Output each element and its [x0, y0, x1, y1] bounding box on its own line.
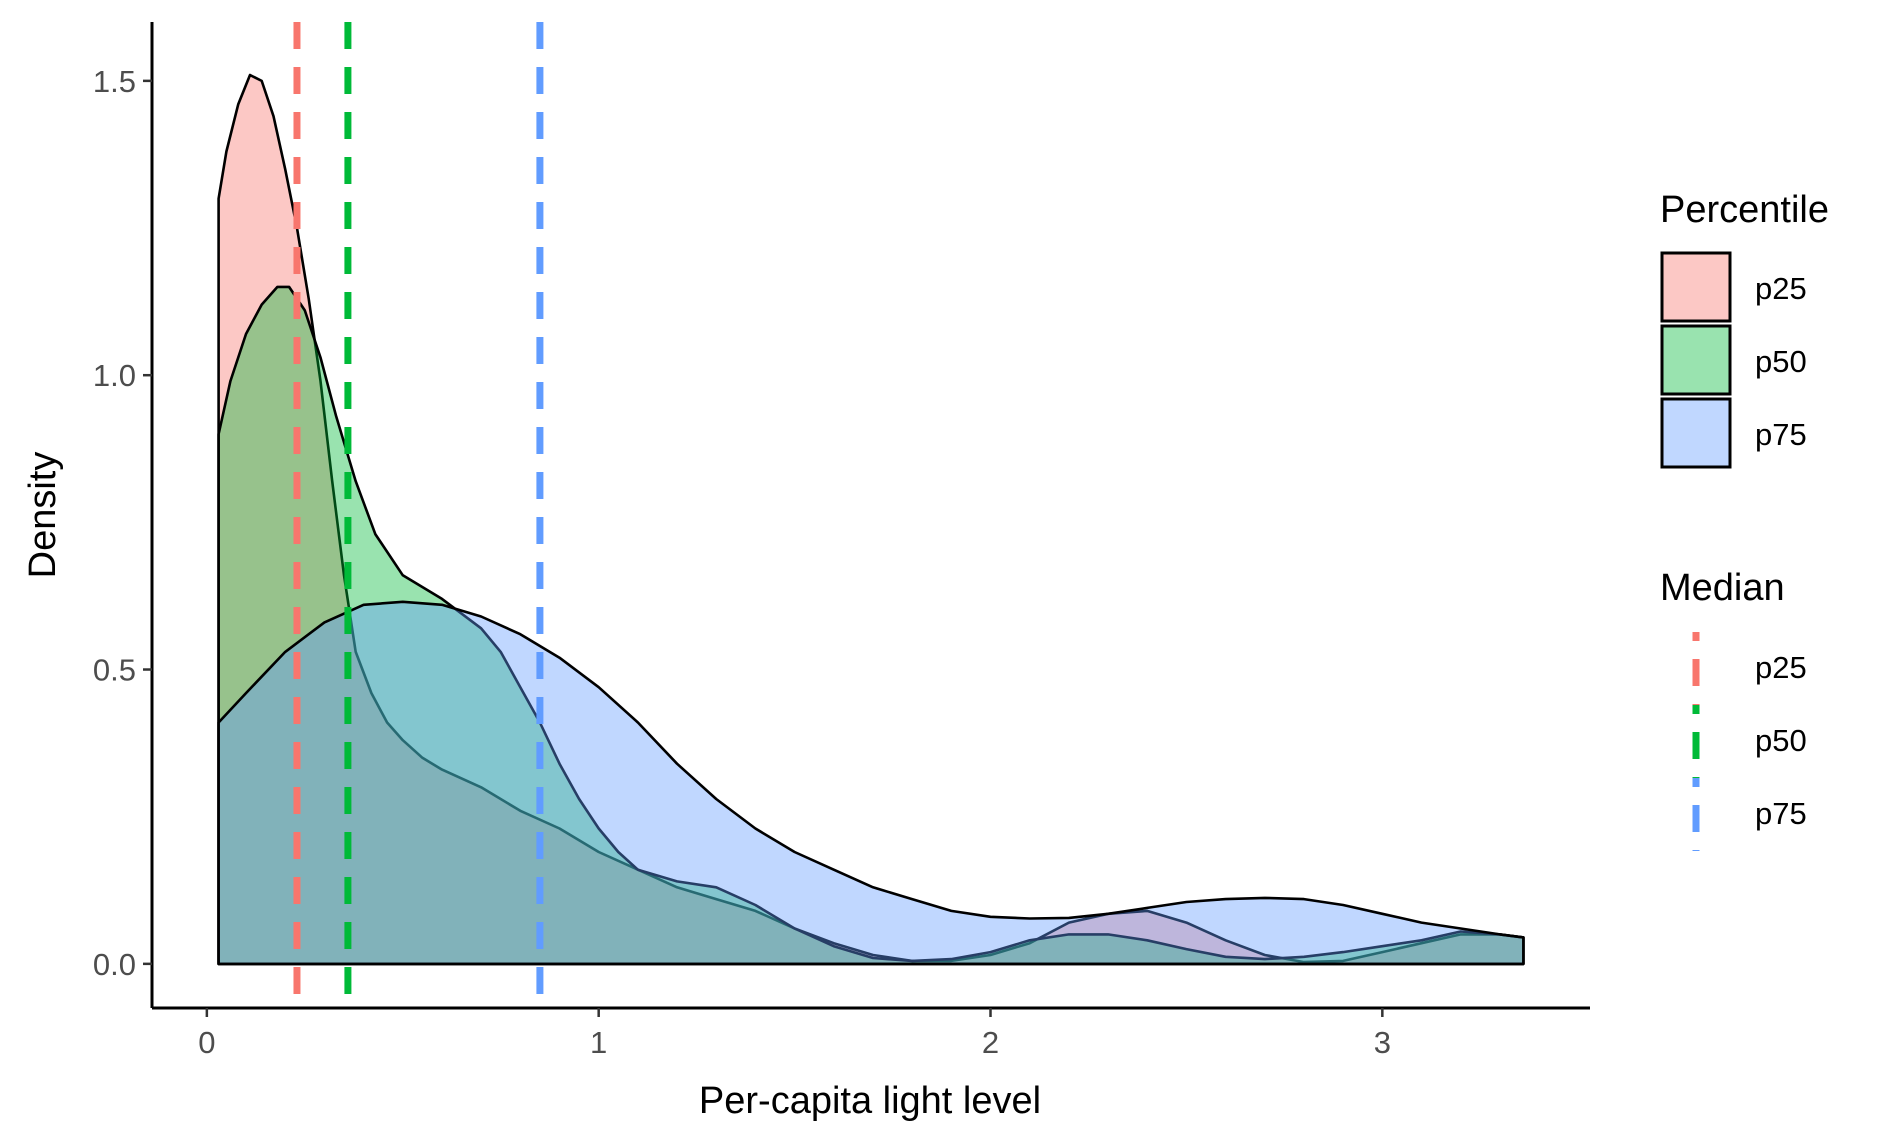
- legend-label-p25: p25: [1755, 271, 1807, 306]
- axes: 0 1 2 3 0.0 0.5 1.0 1.5: [93, 22, 1590, 1060]
- legend-median: Median p25 p50 p75: [1660, 567, 1807, 851]
- density-areas: [217, 73, 1525, 966]
- legend-swatch-p50: [1660, 324, 1732, 396]
- legend-swatch-p25: [1660, 251, 1732, 323]
- density-area-p50: [217, 285, 1525, 966]
- y-tick-label: 1.5: [93, 64, 136, 99]
- x-tick-label: 2: [982, 1025, 999, 1060]
- legend-median-label-p75: p75: [1755, 796, 1807, 831]
- legend-median-label-p50: p50: [1755, 723, 1807, 758]
- legend-median-label-p25: p25: [1755, 650, 1807, 685]
- legend-key-bg: [1662, 399, 1730, 467]
- y-axis-title: Density: [22, 452, 64, 579]
- y-tick-label: 0.0: [93, 947, 136, 982]
- legend-key-bg: [1662, 326, 1730, 394]
- x-tick-label: 3: [1374, 1025, 1391, 1060]
- y-tick-label: 0.5: [93, 653, 136, 688]
- legend-swatch-p75: [1660, 397, 1732, 469]
- legend-key-bg: [1662, 253, 1730, 321]
- x-tick-label: 0: [198, 1025, 215, 1060]
- median-lines: [293, 22, 544, 1008]
- x-tick-label: 1: [590, 1025, 607, 1060]
- legend-median-title: Median: [1660, 567, 1785, 609]
- legend-percentile: Percentile p25 p50 p75: [1660, 189, 1829, 469]
- legend-percentile-title: Percentile: [1660, 189, 1829, 231]
- density-area-p75: [217, 600, 1525, 966]
- y-tick-label: 1.0: [93, 358, 136, 393]
- legend-label-p50: p50: [1755, 344, 1807, 379]
- x-axis-title: Per-capita light level: [699, 1080, 1041, 1122]
- legend-label-p75: p75: [1755, 417, 1807, 452]
